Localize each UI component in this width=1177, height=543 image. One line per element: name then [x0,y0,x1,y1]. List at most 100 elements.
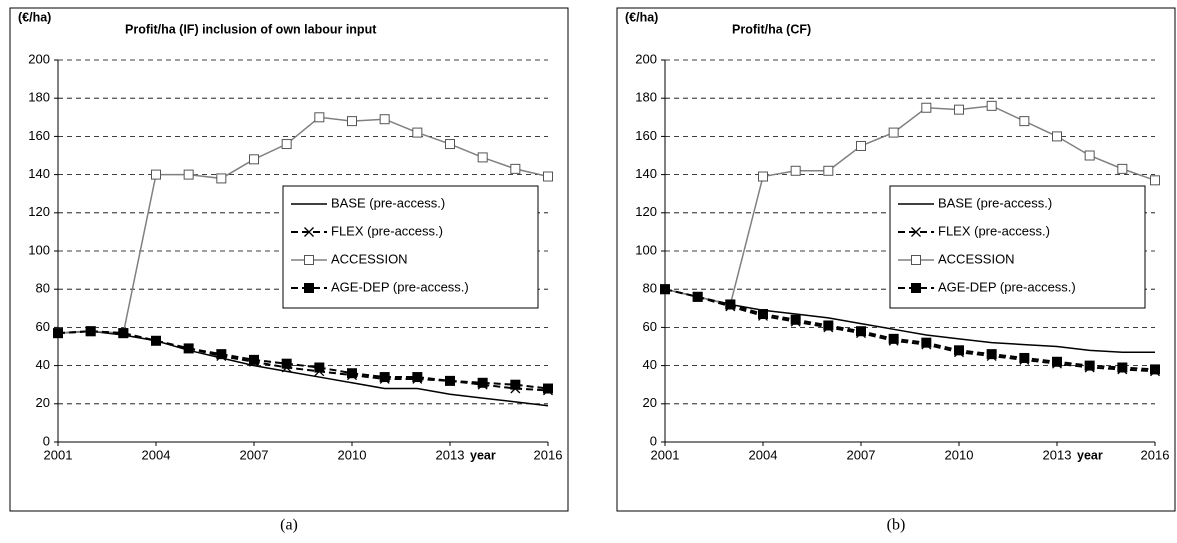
legend-marker [911,255,921,265]
data-point [53,328,63,339]
data-point [758,171,768,182]
legend-label: BASE (pre-access.) [331,195,445,210]
data-point [1052,131,1062,142]
data-point [1052,356,1062,367]
data-point [888,333,899,344]
data-point [510,379,521,390]
data-point [151,335,161,346]
x-tick-label: 2007 [240,447,269,462]
y-tick-label: 180 [28,90,50,105]
data-point [183,169,194,180]
data-point [856,140,866,151]
y-tick-label: 80 [643,281,657,296]
legend-marker [304,255,314,265]
panel-border [616,7,1176,512]
y-tick-label: 40 [36,357,50,372]
legend-marker [304,283,314,293]
series-line [57,116,549,334]
data-point [758,309,768,320]
data-point [379,372,390,383]
y-tick-label: 160 [28,128,50,143]
data-point [823,320,834,331]
data-point [954,104,964,115]
data-point [281,139,292,150]
y-tick-label: 140 [635,166,657,181]
y-tick-label: 0 [43,433,50,448]
data-point [888,127,899,138]
y-tick-label: 200 [635,51,657,66]
series-line [664,105,1156,306]
y-tick-label: 140 [28,166,50,181]
data-point [921,337,932,348]
legend-marker [911,283,921,293]
y-unit: (€/ha) [625,10,658,24]
y-tick-label: 160 [635,128,657,143]
data-point [379,114,390,125]
y-tick-label: 200 [28,51,50,66]
chart-title: Profit/ha (CF) [732,22,811,36]
y-tick-label: 100 [635,242,657,257]
data-point [1150,364,1160,375]
legend-label: ACCESSION [938,251,1015,266]
x-tick-label: 2004 [142,447,171,462]
panel-border [9,7,569,512]
legend-label: ACCESSION [331,251,408,266]
data-point [790,165,801,176]
x-tick-label: 2013 [436,447,465,462]
legend-marker [911,227,921,237]
data-point [249,154,259,165]
data-point [118,328,129,339]
y-tick-label: 120 [28,204,50,219]
legend-label: FLEX (pre-access.) [938,223,1050,238]
series-line [664,288,1155,353]
legend-label: AGE-DEP (pre-access.) [938,279,1076,294]
x-tick-label: 2001 [651,447,680,462]
chart-title: Profit/ha (IF) inclusion of own labour i… [125,22,377,36]
data-point [445,375,455,386]
y-tick-label: 40 [643,357,657,372]
legend-marker [304,227,314,237]
legend-label: AGE-DEP (pre-access.) [331,279,469,294]
y-tick-label: 20 [36,395,50,410]
data-point [183,343,194,354]
data-point [151,169,161,180]
x-label: year [1077,448,1103,462]
data-point [921,102,932,113]
data-point [725,299,736,310]
x-tick-label: 2013 [1043,447,1072,462]
data-point [986,100,997,111]
data-point [314,112,325,123]
y-tick-label: 100 [28,242,50,257]
legend-label: BASE (pre-access.) [938,195,1052,210]
x-tick-label: 2007 [847,447,876,462]
data-point [1150,175,1160,186]
data-point [249,354,259,365]
data-point [790,314,801,325]
x-tick-label: 2001 [44,447,73,462]
y-tick-label: 20 [643,395,657,410]
caption: (a) [280,517,298,534]
data-point [412,127,423,138]
y-tick-label: 80 [36,281,50,296]
data-point [216,173,227,184]
data-point [477,377,488,388]
data-point [954,345,964,356]
data-point [347,116,357,127]
marker-x [304,227,314,237]
data-point [281,358,292,369]
y-unit: (€/ha) [18,10,51,24]
data-point [1019,352,1030,363]
data-point [510,163,521,174]
y-tick-label: 180 [635,90,657,105]
data-point [986,349,997,360]
data-point [692,291,703,302]
data-point [1117,163,1128,174]
y-tick-label: 0 [650,433,657,448]
data-point [412,372,423,383]
data-point [823,165,834,176]
series-line [57,330,549,390]
marker-x [911,227,921,237]
data-point [1084,150,1095,161]
caption: (b) [887,517,906,534]
